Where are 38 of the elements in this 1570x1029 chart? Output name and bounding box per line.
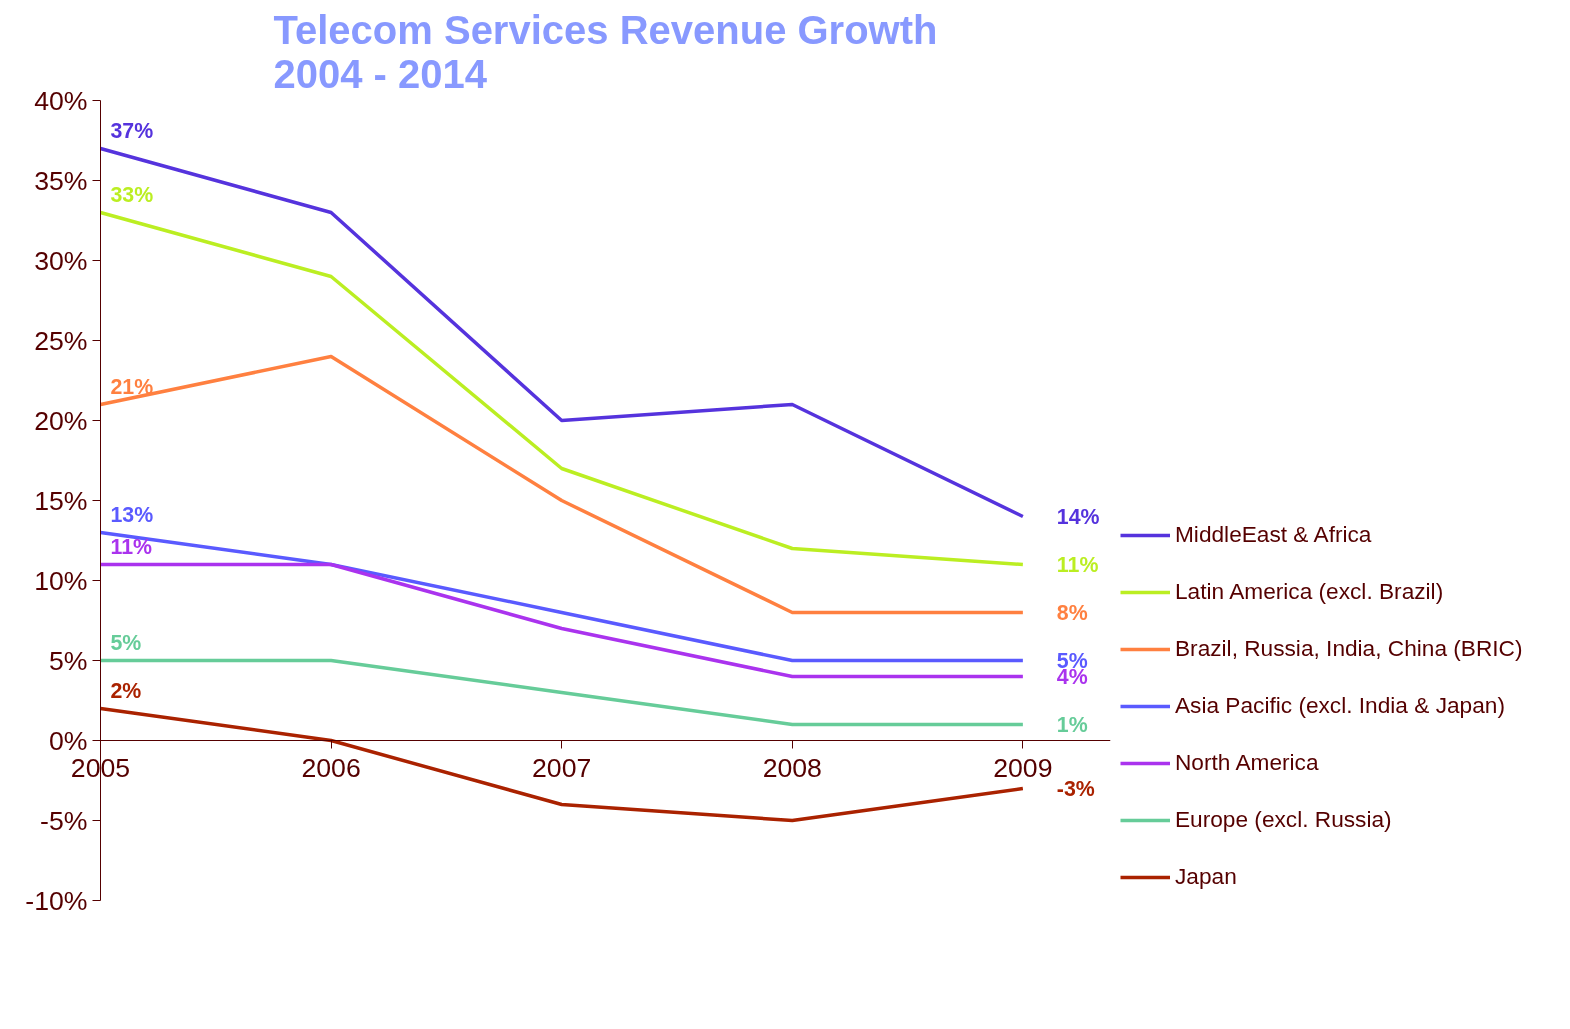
data-label: -3%: [1056, 776, 1095, 801]
y-tick-label: 35%: [34, 165, 88, 196]
legend-label: Japan: [1175, 863, 1237, 890]
data-label: 21%: [110, 374, 154, 399]
y-tick-label: -10%: [25, 885, 88, 916]
y-tick-label: 10%: [34, 565, 88, 596]
data-label: 5%: [110, 630, 142, 655]
x-tick-label: 2008: [762, 752, 822, 783]
x-tick-label: 2007: [532, 752, 592, 783]
data-label: 13%: [110, 502, 154, 527]
y-tick-label: -5%: [40, 805, 88, 836]
data-label: 2%: [110, 678, 142, 703]
data-label: 33%: [110, 182, 154, 207]
legend-label: Europe (excl. Russia): [1175, 806, 1392, 833]
y-tick-label: 20%: [34, 405, 88, 436]
y-tick-label: 25%: [34, 325, 88, 356]
data-label: 1%: [1056, 712, 1088, 737]
x-tick-label: 2009: [993, 752, 1053, 783]
data-label: 37%: [110, 118, 154, 143]
y-tick-label: 15%: [34, 485, 88, 516]
line-series: [100, 354, 1025, 615]
legend-label: North America: [1175, 749, 1319, 776]
data-label: 14%: [1056, 504, 1100, 529]
y-tick-label: 0%: [48, 725, 88, 756]
y-tick-label: 5%: [48, 645, 88, 676]
line-series: [100, 210, 1025, 567]
data-label: 11%: [110, 534, 153, 559]
chart-title: Telecom Services Revenue Growth 2004 - 2014: [273, 7, 938, 96]
legend-label: Brazil, Russia, India, China (BRIC): [1175, 635, 1523, 662]
x-tick-label: 2006: [301, 752, 361, 783]
data-label: 8%: [1056, 600, 1088, 625]
line-series: [100, 530, 1025, 663]
legend-label: Latin America (excl. Brazil): [1175, 578, 1444, 605]
legend-label: MiddleEast & Africa: [1175, 521, 1372, 548]
data-label: 11%: [1056, 552, 1099, 577]
y-tick-label: 40%: [34, 85, 88, 116]
legend-label: Asia Pacific (excl. India & Japan): [1175, 692, 1505, 719]
y-tick-label: 30%: [34, 245, 88, 276]
